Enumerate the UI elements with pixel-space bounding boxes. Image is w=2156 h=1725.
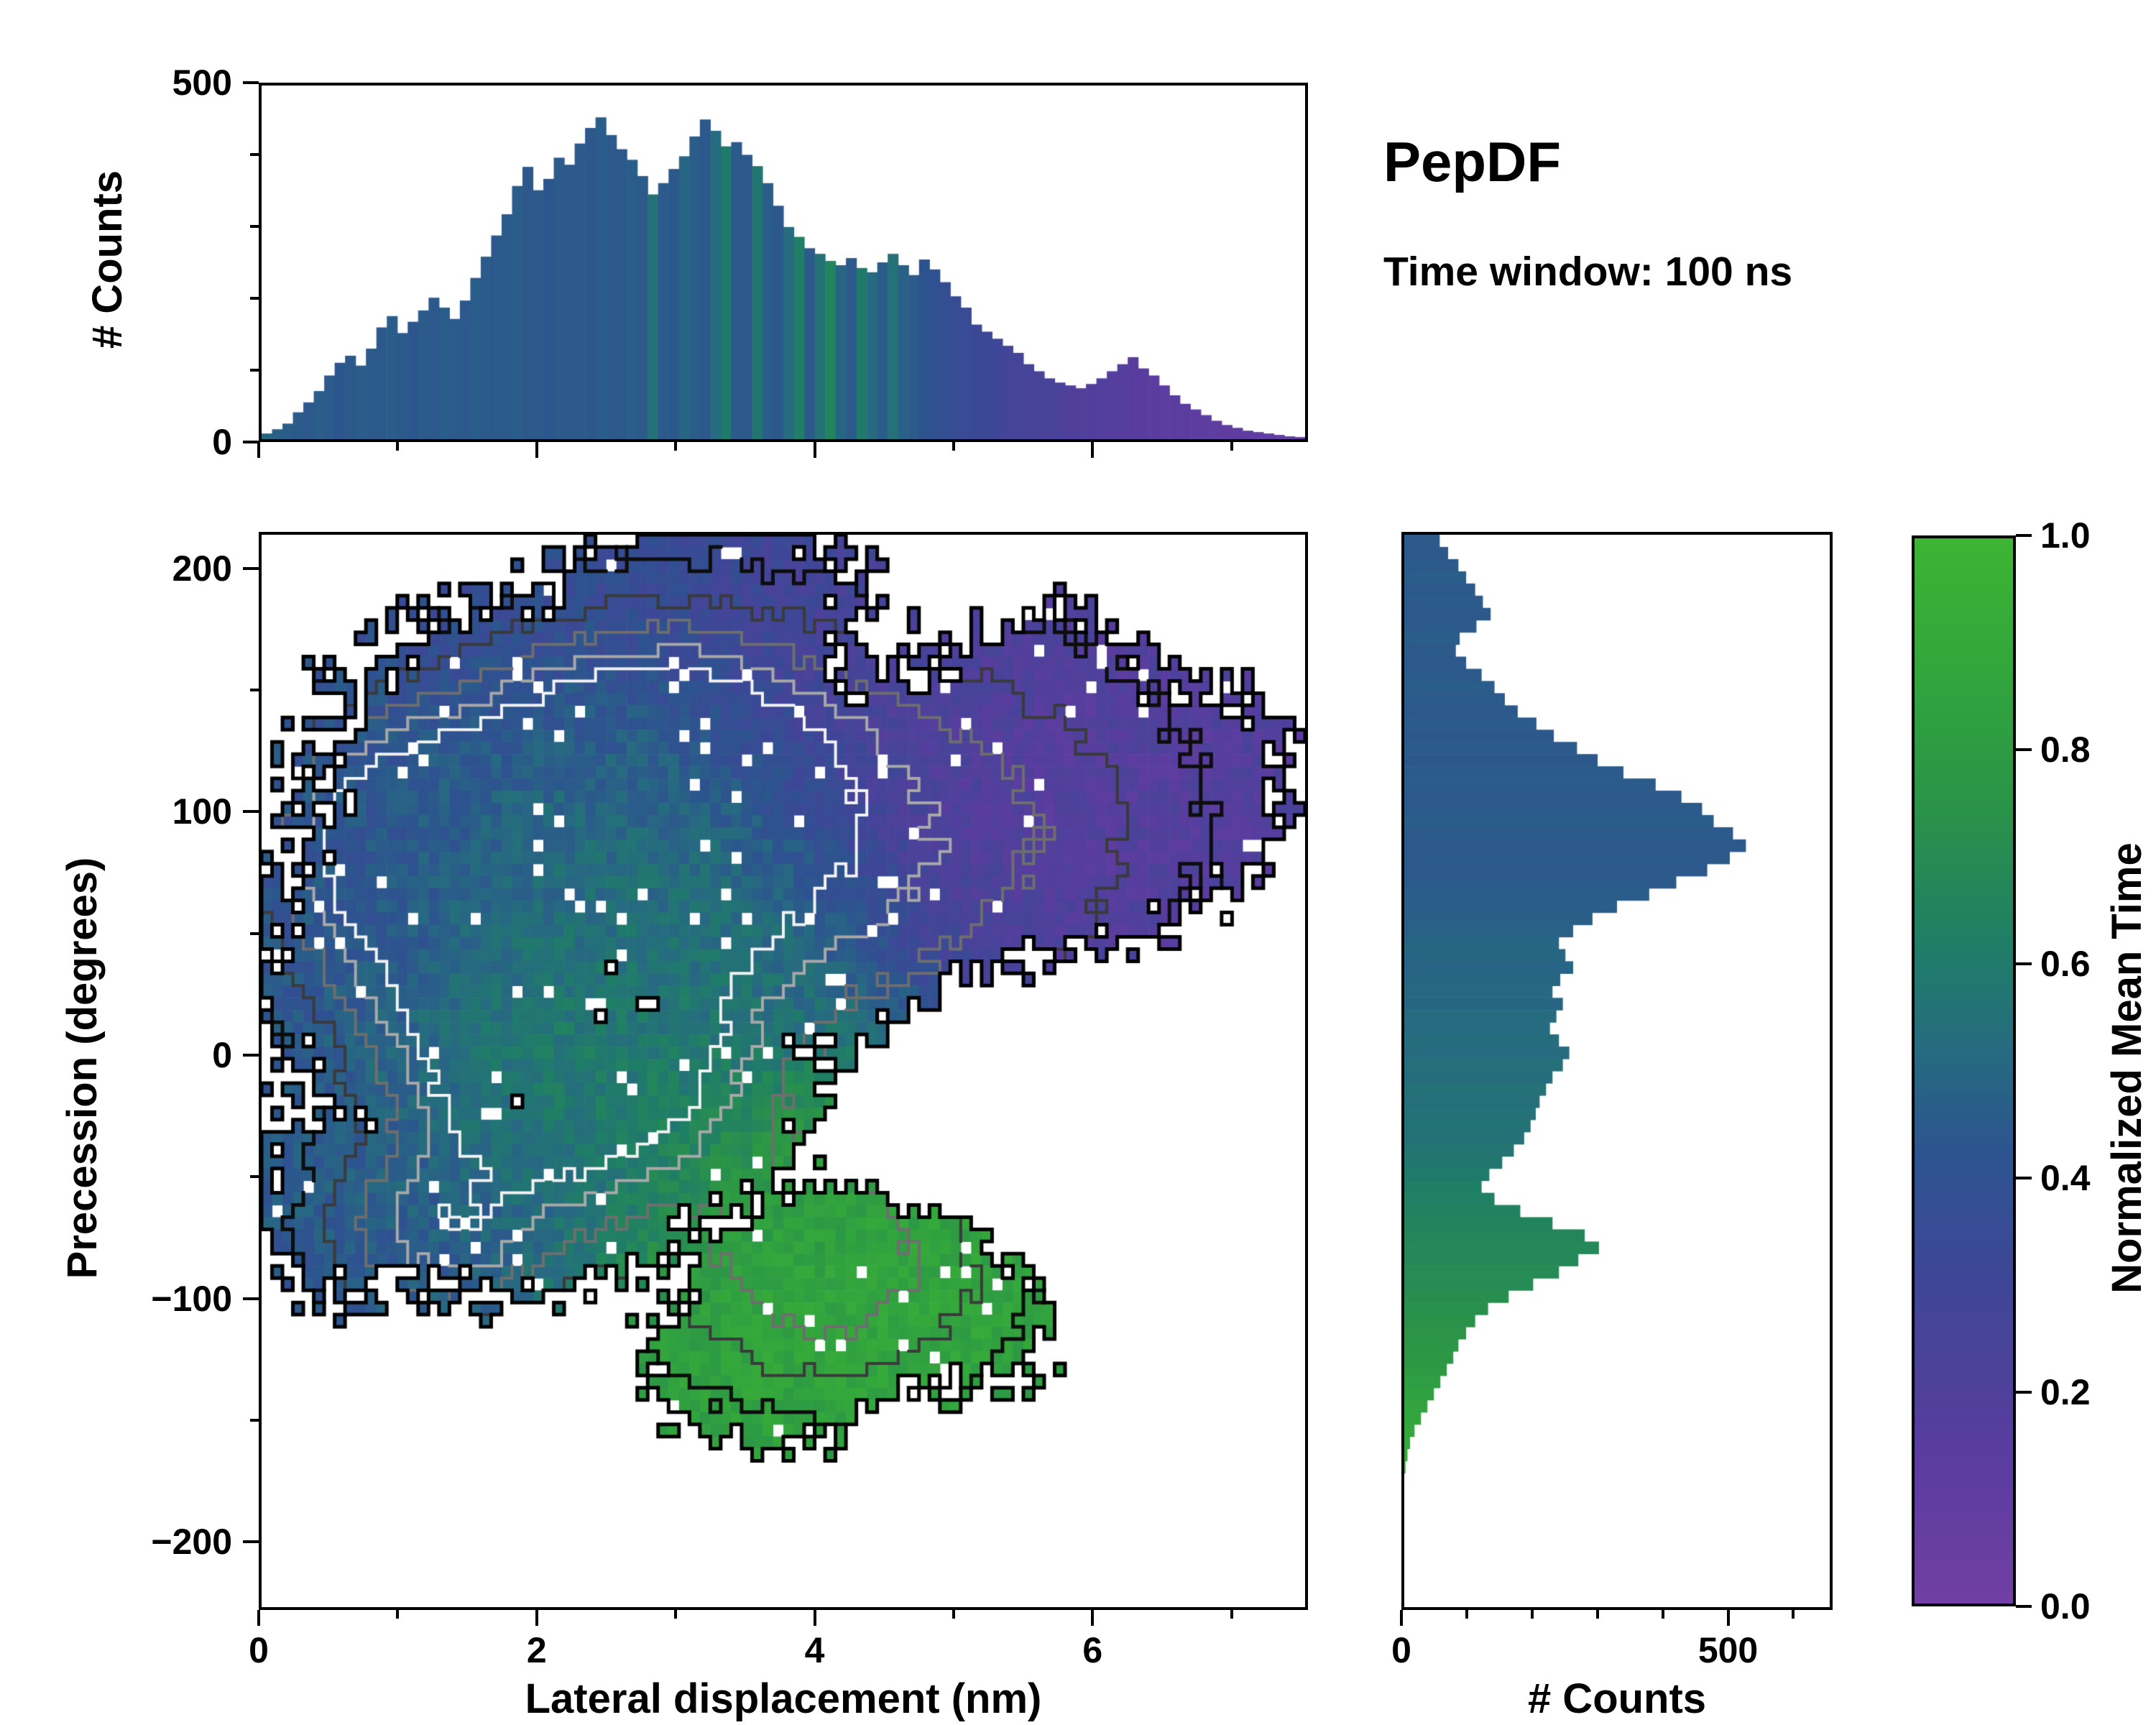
axis-tick <box>952 1610 955 1619</box>
heatmap-plot <box>259 532 1308 1610</box>
colorbar-canvas <box>1915 538 2013 1604</box>
axis-tick <box>250 153 259 156</box>
axis-tick <box>952 442 955 451</box>
main-xlabel: Lateral displacement (nm) <box>525 1675 1042 1722</box>
axis-tick <box>250 297 259 300</box>
tick-label: 100 <box>172 791 232 832</box>
axis-tick <box>1530 1610 1534 1619</box>
tick-label: 1.0 <box>2040 515 2091 556</box>
colorbar-label: Normalized Mean Time <box>2104 842 2150 1294</box>
tick-label: 500 <box>1697 1630 1759 1670</box>
axis-tick <box>1400 1610 1403 1626</box>
tick-label: 2 <box>526 1630 547 1670</box>
axis-tick <box>396 442 400 451</box>
axis-tick <box>396 1610 400 1619</box>
top-histogram-canvas <box>262 86 1305 439</box>
axis-tick <box>535 442 538 458</box>
right-marginal-histogram-plot <box>1401 532 1833 1610</box>
figure-subtitle: Time window: 100 ns <box>1383 249 1793 295</box>
axis-tick <box>674 1610 678 1619</box>
axis-tick <box>2016 962 2032 965</box>
axis-tick <box>1465 1610 1468 1619</box>
axis-tick <box>674 442 678 451</box>
axis-tick <box>250 689 259 692</box>
axis-tick <box>2016 1177 2032 1179</box>
right-histogram-xlabel: # Counts <box>1527 1675 1707 1722</box>
axis-tick <box>1091 442 1095 458</box>
heatmap-canvas <box>262 535 1305 1607</box>
tick-label: 200 <box>172 548 232 589</box>
axis-tick <box>2016 1391 2032 1394</box>
axis-tick <box>243 1297 259 1300</box>
axis-tick <box>257 442 260 458</box>
axis-tick <box>243 1053 259 1057</box>
axis-tick <box>1230 1610 1233 1619</box>
tick-label: 0 <box>249 1630 269 1670</box>
axis-tick <box>250 1418 259 1422</box>
axis-tick <box>1792 1610 1795 1619</box>
axis-tick <box>1091 1610 1095 1626</box>
axis-tick <box>1595 1610 1599 1619</box>
axis-tick <box>243 1540 259 1544</box>
tick-label: 0 <box>1391 1630 1411 1670</box>
tick-label: 0.0 <box>2040 1586 2091 1627</box>
tick-label: 0 <box>212 422 232 462</box>
right-histogram-canvas <box>1404 535 1830 1607</box>
axis-tick <box>813 442 816 458</box>
axis-tick <box>250 225 259 228</box>
top-histogram-ylabel: # Counts <box>84 170 131 349</box>
axis-tick <box>243 441 259 443</box>
top-marginal-histogram-plot <box>259 83 1308 442</box>
axis-tick <box>813 1610 816 1626</box>
axis-tick <box>1726 1610 1730 1626</box>
axis-tick <box>250 1175 259 1179</box>
tick-label: −100 <box>151 1278 232 1319</box>
tick-label: 500 <box>172 63 232 103</box>
axis-tick <box>2016 534 2032 537</box>
tick-label: 6 <box>1082 1630 1103 1670</box>
axis-tick <box>250 932 259 935</box>
tick-label: 0.8 <box>2040 730 2091 770</box>
figure-title: PepDF <box>1383 130 1562 193</box>
colorbar <box>1912 535 2016 1606</box>
tick-label: 0 <box>212 1034 232 1075</box>
tick-label: 0.4 <box>2040 1158 2091 1198</box>
tick-label: 4 <box>804 1630 825 1670</box>
axis-tick <box>535 1610 538 1626</box>
tick-label: 0.2 <box>2040 1372 2091 1412</box>
axis-tick <box>2016 1605 2032 1608</box>
axis-tick <box>250 369 259 372</box>
axis-tick <box>1230 442 1233 451</box>
axis-tick <box>243 566 259 570</box>
axis-tick <box>243 81 259 84</box>
axis-tick <box>1661 1610 1664 1619</box>
tick-label: 0.6 <box>2040 944 2091 984</box>
axis-tick <box>2016 748 2032 751</box>
axis-tick <box>257 1610 260 1626</box>
axis-tick <box>243 810 259 814</box>
tick-label: −200 <box>151 1522 232 1563</box>
